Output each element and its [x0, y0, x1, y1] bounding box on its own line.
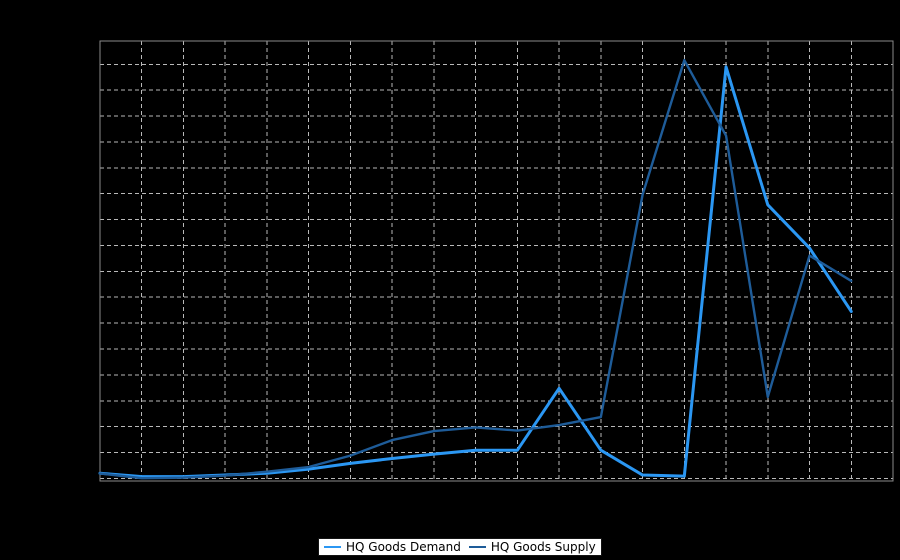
legend-supply-label: HQ Goods Supply: [490, 540, 596, 554]
plot-frame: [99, 40, 894, 482]
legend-demand-line-swatch: [324, 546, 341, 548]
legend-demand-label: HQ Goods Demand: [346, 540, 461, 554]
supply-series-line: [98, 58, 853, 480]
legend-supply-line-swatch: [468, 546, 486, 548]
legend: HQ Goods Demand HQ Goods Supply: [318, 538, 602, 556]
